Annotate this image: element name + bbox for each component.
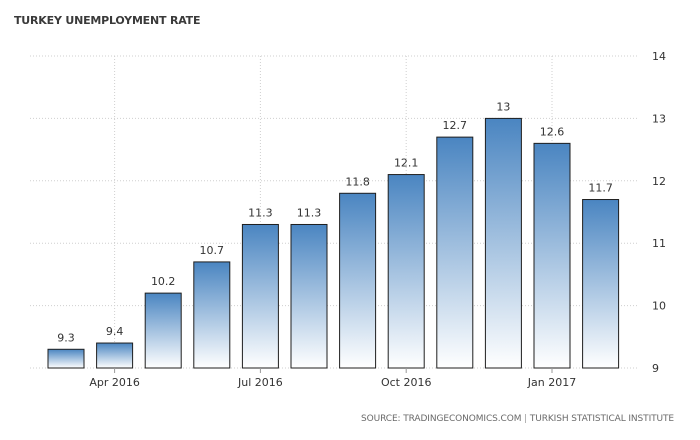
bar: [533, 142, 571, 369]
bars: [47, 117, 620, 369]
x-tick-label: Jan 2017: [527, 376, 576, 389]
x-tick-label: Jul 2016: [237, 376, 283, 389]
y-tick-label: 14: [652, 50, 666, 63]
bar: [241, 223, 279, 369]
bar-value-label: 10.7: [200, 244, 225, 257]
chart-source: SOURCE: TRADINGECONOMICS.COM | TURKISH S…: [361, 414, 674, 424]
bar: [484, 117, 522, 369]
bar: [144, 292, 182, 369]
bar: [290, 223, 328, 369]
bar: [387, 174, 425, 369]
bar: [339, 192, 377, 369]
bar-value-label: 9.3: [57, 331, 75, 344]
y-tick-label: 9: [652, 362, 659, 375]
bar: [436, 136, 474, 369]
bar-value-label: 11.3: [297, 206, 322, 219]
y-tick-label: 12: [652, 175, 666, 188]
bar: [582, 199, 620, 369]
bar-value-label: 12.1: [394, 157, 419, 170]
x-axis-ticks: Apr 2016 Jul 2016 Oct 2016 Jan 2017: [89, 368, 576, 389]
bar-value-label: 9.4: [106, 325, 124, 338]
source-separator: |: [524, 414, 528, 424]
value-labels: 9.3 9.4 10.2 10.7 11.3 11.3 11.8 12.1 12.7 13 12.6…: [57, 100, 613, 344]
source-org: TURKISH STATISTICAL INSTITUTE: [529, 414, 674, 424]
bar: [193, 261, 231, 369]
x-tick-label: Apr 2016: [89, 376, 140, 389]
bar-value-label: 10.2: [151, 275, 176, 288]
bar: [47, 348, 85, 369]
chart-title: TURKEY UNEMPLOYMENT RATE: [14, 14, 201, 27]
y-axis-ticks: 9 10 11 12 13 14: [652, 50, 666, 375]
y-tick-label: 11: [652, 237, 666, 250]
x-tick-label: Oct 2016: [381, 376, 432, 389]
bar-value-label: 11.7: [588, 182, 613, 195]
bar-value-label: 13: [496, 100, 510, 113]
bar-value-label: 11.8: [345, 175, 370, 188]
source-text: SOURCE: TRADINGECONOMICS.COM: [360, 414, 522, 424]
y-tick-label: 10: [652, 300, 666, 313]
bar: [96, 342, 134, 369]
bar-value-label: 11.3: [248, 206, 273, 219]
bar-value-label: 12.6: [540, 125, 565, 138]
bar-value-label: 12.7: [443, 119, 468, 132]
y-tick-label: 13: [652, 112, 666, 125]
